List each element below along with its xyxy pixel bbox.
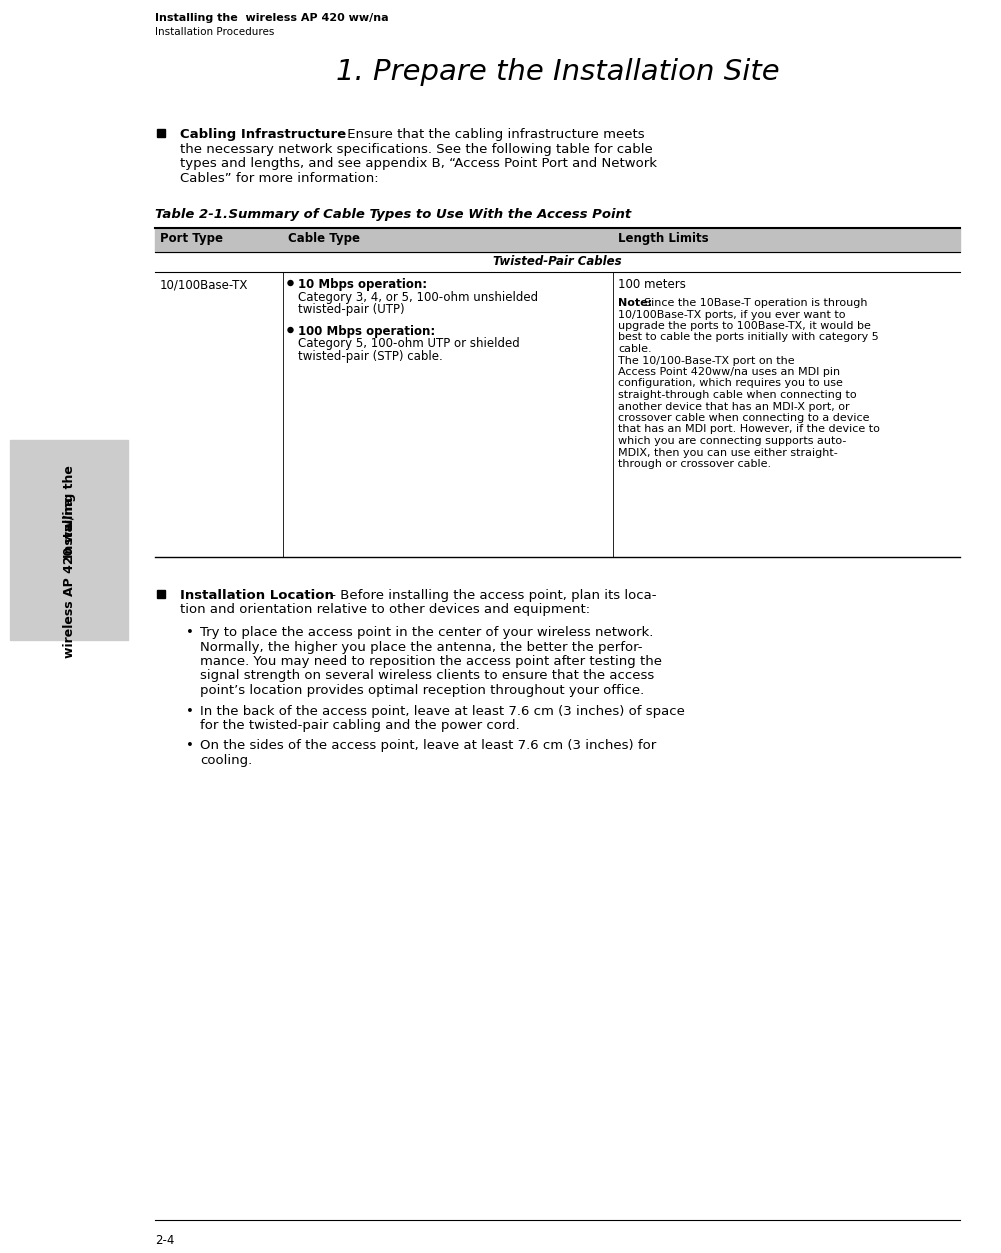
Text: 1. Prepare the Installation Site: 1. Prepare the Installation Site: [335, 58, 780, 86]
Text: •: •: [186, 739, 194, 753]
Text: configuration, which requires you to use: configuration, which requires you to use: [618, 378, 843, 388]
Text: Normally, the higher you place the antenna, the better the perfor-: Normally, the higher you place the anten…: [200, 640, 643, 654]
Text: - Before installing the access point, plan its loca-: - Before installing the access point, pl…: [327, 589, 657, 601]
Text: that has an MDI port. However, if the device to: that has an MDI port. However, if the de…: [618, 425, 880, 435]
Text: tion and orientation relative to other devices and equipment:: tion and orientation relative to other d…: [180, 604, 591, 616]
Text: point’s location provides optimal reception throughout your office.: point’s location provides optimal recept…: [200, 684, 645, 697]
Text: Note:: Note:: [618, 298, 652, 308]
Text: Cabling Infrastructure: Cabling Infrastructure: [180, 128, 346, 142]
Text: 100 Mbps operation:: 100 Mbps operation:: [298, 325, 435, 338]
Text: Installation Procedures: Installation Procedures: [155, 28, 274, 38]
Text: straight-through cable when connecting to: straight-through cable when connecting t…: [618, 390, 857, 400]
Text: upgrade the ports to 100Base-TX, it would be: upgrade the ports to 100Base-TX, it woul…: [618, 321, 871, 331]
Text: The 10/100-Base-TX port on the: The 10/100-Base-TX port on the: [618, 356, 795, 366]
Text: On the sides of the access point, leave at least 7.6 cm (3 inches) for: On the sides of the access point, leave …: [200, 739, 657, 753]
Text: cooling.: cooling.: [200, 754, 252, 767]
Text: mance. You may need to reposition the access point after testing the: mance. You may need to reposition the ac…: [200, 655, 662, 668]
Text: 2-4: 2-4: [155, 1234, 174, 1247]
Text: In the back of the access point, leave at least 7.6 cm (3 inches) of space: In the back of the access point, leave a…: [200, 704, 685, 718]
Text: twisted-pair (UTP): twisted-pair (UTP): [298, 303, 404, 316]
Text: - Ensure that the cabling infrastructure meets: - Ensure that the cabling infrastructure…: [334, 128, 645, 142]
Text: Length Limits: Length Limits: [618, 232, 709, 246]
Text: Cables” for more information:: Cables” for more information:: [180, 172, 378, 184]
Text: Access Point 420ww/na uses an MDI pin: Access Point 420ww/na uses an MDI pin: [618, 367, 840, 377]
Text: Category 5, 100-ohm UTP or shielded: Category 5, 100-ohm UTP or shielded: [298, 337, 520, 351]
Text: which you are connecting supports auto-: which you are connecting supports auto-: [618, 436, 847, 446]
Text: Twisted-Pair Cables: Twisted-Pair Cables: [493, 256, 622, 268]
Text: the necessary network specifications. See the following table for cable: the necessary network specifications. Se…: [180, 143, 653, 155]
Text: Table 2-1.: Table 2-1.: [155, 208, 228, 221]
Text: Summary of Cable Types to Use With the Access Point: Summary of Cable Types to Use With the A…: [210, 208, 632, 221]
Text: Category 3, 4, or 5, 100-ohm unshielded: Category 3, 4, or 5, 100-ohm unshielded: [298, 291, 539, 303]
Text: types and lengths, and see appendix B, “Access Point Port and Network: types and lengths, and see appendix B, “…: [180, 157, 657, 170]
Text: •: •: [186, 704, 194, 718]
Text: best to cable the ports initially with category 5: best to cable the ports initially with c…: [618, 332, 879, 342]
Circle shape: [288, 327, 293, 332]
Bar: [10, 440, 128, 640]
Text: for the twisted-pair cabling and the power cord.: for the twisted-pair cabling and the pow…: [200, 719, 520, 732]
Text: 10/100Base-TX ports, if you ever want to: 10/100Base-TX ports, if you ever want to: [618, 309, 846, 320]
Text: Installation Location: Installation Location: [180, 589, 334, 601]
Text: Installing the: Installing the: [62, 466, 75, 559]
Text: signal strength on several wireless clients to ensure that the access: signal strength on several wireless clie…: [200, 669, 655, 683]
Text: MDIX, then you can use either straight-: MDIX, then you can use either straight-: [618, 447, 838, 457]
Text: twisted-pair (STP) cable.: twisted-pair (STP) cable.: [298, 350, 442, 363]
Text: cable.: cable.: [618, 345, 652, 355]
Text: another device that has an MDI-X port, or: another device that has an MDI-X port, o…: [618, 401, 850, 411]
Text: through or crossover cable.: through or crossover cable.: [618, 459, 771, 469]
Text: Installing the  wireless AP 420 ww/na: Installing the wireless AP 420 ww/na: [155, 13, 388, 23]
Text: 100 meters: 100 meters: [618, 278, 686, 291]
Bar: [157, 590, 165, 598]
Text: Port Type: Port Type: [160, 232, 223, 246]
Bar: [155, 228, 960, 252]
Text: Since the 10Base-T operation is through: Since the 10Base-T operation is through: [644, 298, 868, 308]
Text: Try to place the access point in the center of your wireless network.: Try to place the access point in the cen…: [200, 626, 654, 639]
Text: wireless AP 420 ww/na: wireless AP 420 ww/na: [62, 497, 75, 658]
Text: Cable Type: Cable Type: [288, 232, 360, 246]
Text: crossover cable when connecting to a device: crossover cable when connecting to a dev…: [618, 413, 870, 424]
Text: 10/100Base-TX: 10/100Base-TX: [160, 278, 248, 291]
Circle shape: [288, 281, 293, 286]
Bar: [157, 129, 165, 137]
Text: 10 Mbps operation:: 10 Mbps operation:: [298, 278, 427, 291]
Text: •: •: [186, 626, 194, 639]
